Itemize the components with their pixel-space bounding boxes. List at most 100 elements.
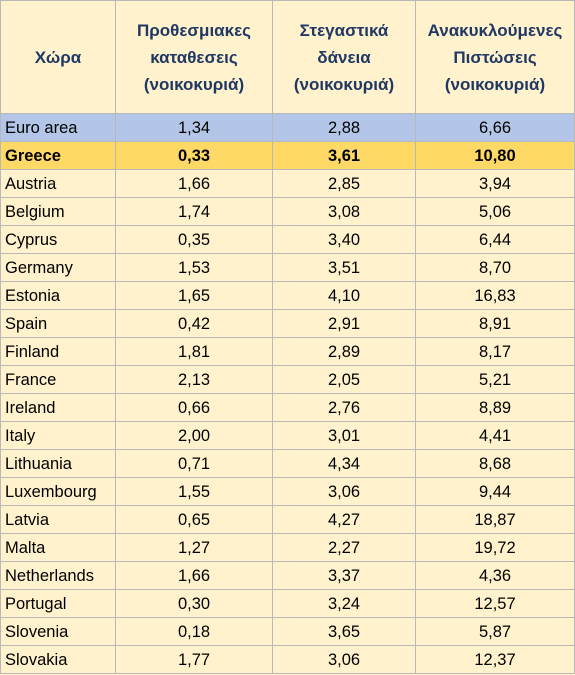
table-row: Lithuania 0,71 4,34 8,68 [0,449,575,478]
table-row: Slovakia 1,77 3,06 12,37 [0,645,575,674]
term-deposits-cell: 0,30 [115,589,273,618]
housing-loans-cell: 3,37 [272,561,416,590]
header-country: Χώρα [0,0,116,114]
country-cell: Cyprus [0,225,116,254]
country-cell: Spain [0,309,116,338]
table-header: Χώρα Προθεσμιακες καταθεσεις (νοικοκυριά) Στ… [0,0,575,114]
term-deposits-cell: 2,00 [115,421,273,450]
housing-loans-cell: 3,06 [272,477,416,506]
revolving-credit-cell: 8,70 [415,253,575,282]
housing-loans-cell: 2,85 [272,169,416,198]
revolving-credit-cell: 5,87 [415,617,575,646]
term-deposits-cell: 1,81 [115,337,273,366]
term-deposits-cell: 1,74 [115,197,273,226]
country-cell: Malta [0,533,116,562]
table-row: Latvia 0,65 4,27 18,87 [0,505,575,534]
header-line: Χώρα [34,47,82,67]
country-cell: Estonia [0,281,116,310]
table-row: Belgium 1,74 3,08 5,06 [0,197,575,226]
term-deposits-cell: 1,77 [115,645,273,674]
revolving-credit-cell: 8,89 [415,393,575,422]
table-row: Italy 2,00 3,01 4,41 [0,421,575,450]
country-cell: Luxembourg [0,477,116,506]
revolving-credit-cell: 8,68 [415,449,575,478]
revolving-credit-cell: 6,66 [415,113,575,142]
term-deposits-cell: 1,27 [115,533,273,562]
country-cell: Greece [0,141,116,170]
revolving-credit-cell: 5,06 [415,197,575,226]
term-deposits-cell: 1,34 [115,113,273,142]
table-row: Estonia 1,65 4,10 16,83 [0,281,575,310]
country-cell: Slovenia [0,617,116,646]
housing-loans-cell: 3,51 [272,253,416,282]
term-deposits-cell: 1,53 [115,253,273,282]
housing-loans-cell: 2,76 [272,393,416,422]
revolving-credit-cell: 12,57 [415,589,575,618]
country-cell: Austria [0,169,116,198]
table-row: France 2,13 2,05 5,21 [0,365,575,394]
table-row: Spain 0,42 2,91 8,91 [0,309,575,338]
country-cell: France [0,365,116,394]
revolving-credit-cell: 18,87 [415,505,575,534]
housing-loans-cell: 4,27 [272,505,416,534]
header-row: Χώρα Προθεσμιακες καταθεσεις (νοικοκυριά) Στ… [0,0,575,114]
header-line: Πιστώσεις [453,47,537,67]
country-cell: Germany [0,253,116,282]
housing-loans-cell: 4,34 [272,449,416,478]
housing-loans-cell: 3,40 [272,225,416,254]
term-deposits-cell: 0,35 [115,225,273,254]
country-cell: Euro area [0,113,116,142]
housing-loans-cell: 3,01 [272,421,416,450]
housing-loans-cell: 2,89 [272,337,416,366]
table-row: Euro area 1,34 2,88 6,66 [0,113,575,142]
term-deposits-cell: 0,66 [115,393,273,422]
country-cell: Lithuania [0,449,116,478]
table-row: Luxembourg 1,55 3,06 9,44 [0,477,575,506]
revolving-credit-cell: 3,94 [415,169,575,198]
housing-loans-cell: 2,88 [272,113,416,142]
term-deposits-cell: 0,42 [115,309,273,338]
header-line: Στεγαστικά [299,20,389,40]
term-deposits-cell: 1,66 [115,169,273,198]
country-cell: Belgium [0,197,116,226]
header-line: Προθεσμιακες [136,20,252,40]
table-row: Austria 1,66 2,85 3,94 [0,169,575,198]
term-deposits-cell: 0,18 [115,617,273,646]
housing-loans-cell: 2,05 [272,365,416,394]
header-line: (νοικοκυριά) [293,74,395,94]
table-row: Germany 1,53 3,51 8,70 [0,253,575,282]
table-row: Portugal 0,30 3,24 12,57 [0,589,575,618]
revolving-credit-cell: 5,21 [415,365,575,394]
term-deposits-cell: 0,65 [115,505,273,534]
header-line: δάνεια [317,47,371,67]
revolving-credit-cell: 16,83 [415,281,575,310]
term-deposits-cell: 1,55 [115,477,273,506]
revolving-credit-cell: 8,17 [415,337,575,366]
term-deposits-cell: 0,33 [115,141,273,170]
housing-loans-cell: 3,61 [272,141,416,170]
country-cell: Netherlands [0,561,116,590]
table-row: Cyprus 0,35 3,40 6,44 [0,225,575,254]
revolving-credit-cell: 6,44 [415,225,575,254]
header-line: Ανακυκλούμενες [427,20,563,40]
term-deposits-cell: 2,13 [115,365,273,394]
header-line: καταθεσεις [150,47,238,67]
revolving-credit-cell: 8,91 [415,309,575,338]
housing-loans-cell: 3,06 [272,645,416,674]
revolving-credit-cell: 12,37 [415,645,575,674]
country-cell: Slovakia [0,645,116,674]
term-deposits-cell: 1,65 [115,281,273,310]
table-row: Netherlands 1,66 3,37 4,36 [0,561,575,590]
revolving-credit-cell: 19,72 [415,533,575,562]
revolving-credit-cell: 10,80 [415,141,575,170]
housing-loans-cell: 3,65 [272,617,416,646]
header-line: (νοικοκυριά) [143,74,245,94]
term-deposits-cell: 0,71 [115,449,273,478]
table-row: Slovenia 0,18 3,65 5,87 [0,617,575,646]
header-line: (νοικοκυριά) [444,74,546,94]
table-body: Euro area 1,34 2,88 6,66 Greece 0,33 3,61 10,80… [0,113,575,674]
housing-loans-cell: 4,10 [272,281,416,310]
housing-loans-cell: 3,24 [272,589,416,618]
header-housing-loans: Στεγαστικά δάνεια (νοικοκυριά) [272,0,416,114]
